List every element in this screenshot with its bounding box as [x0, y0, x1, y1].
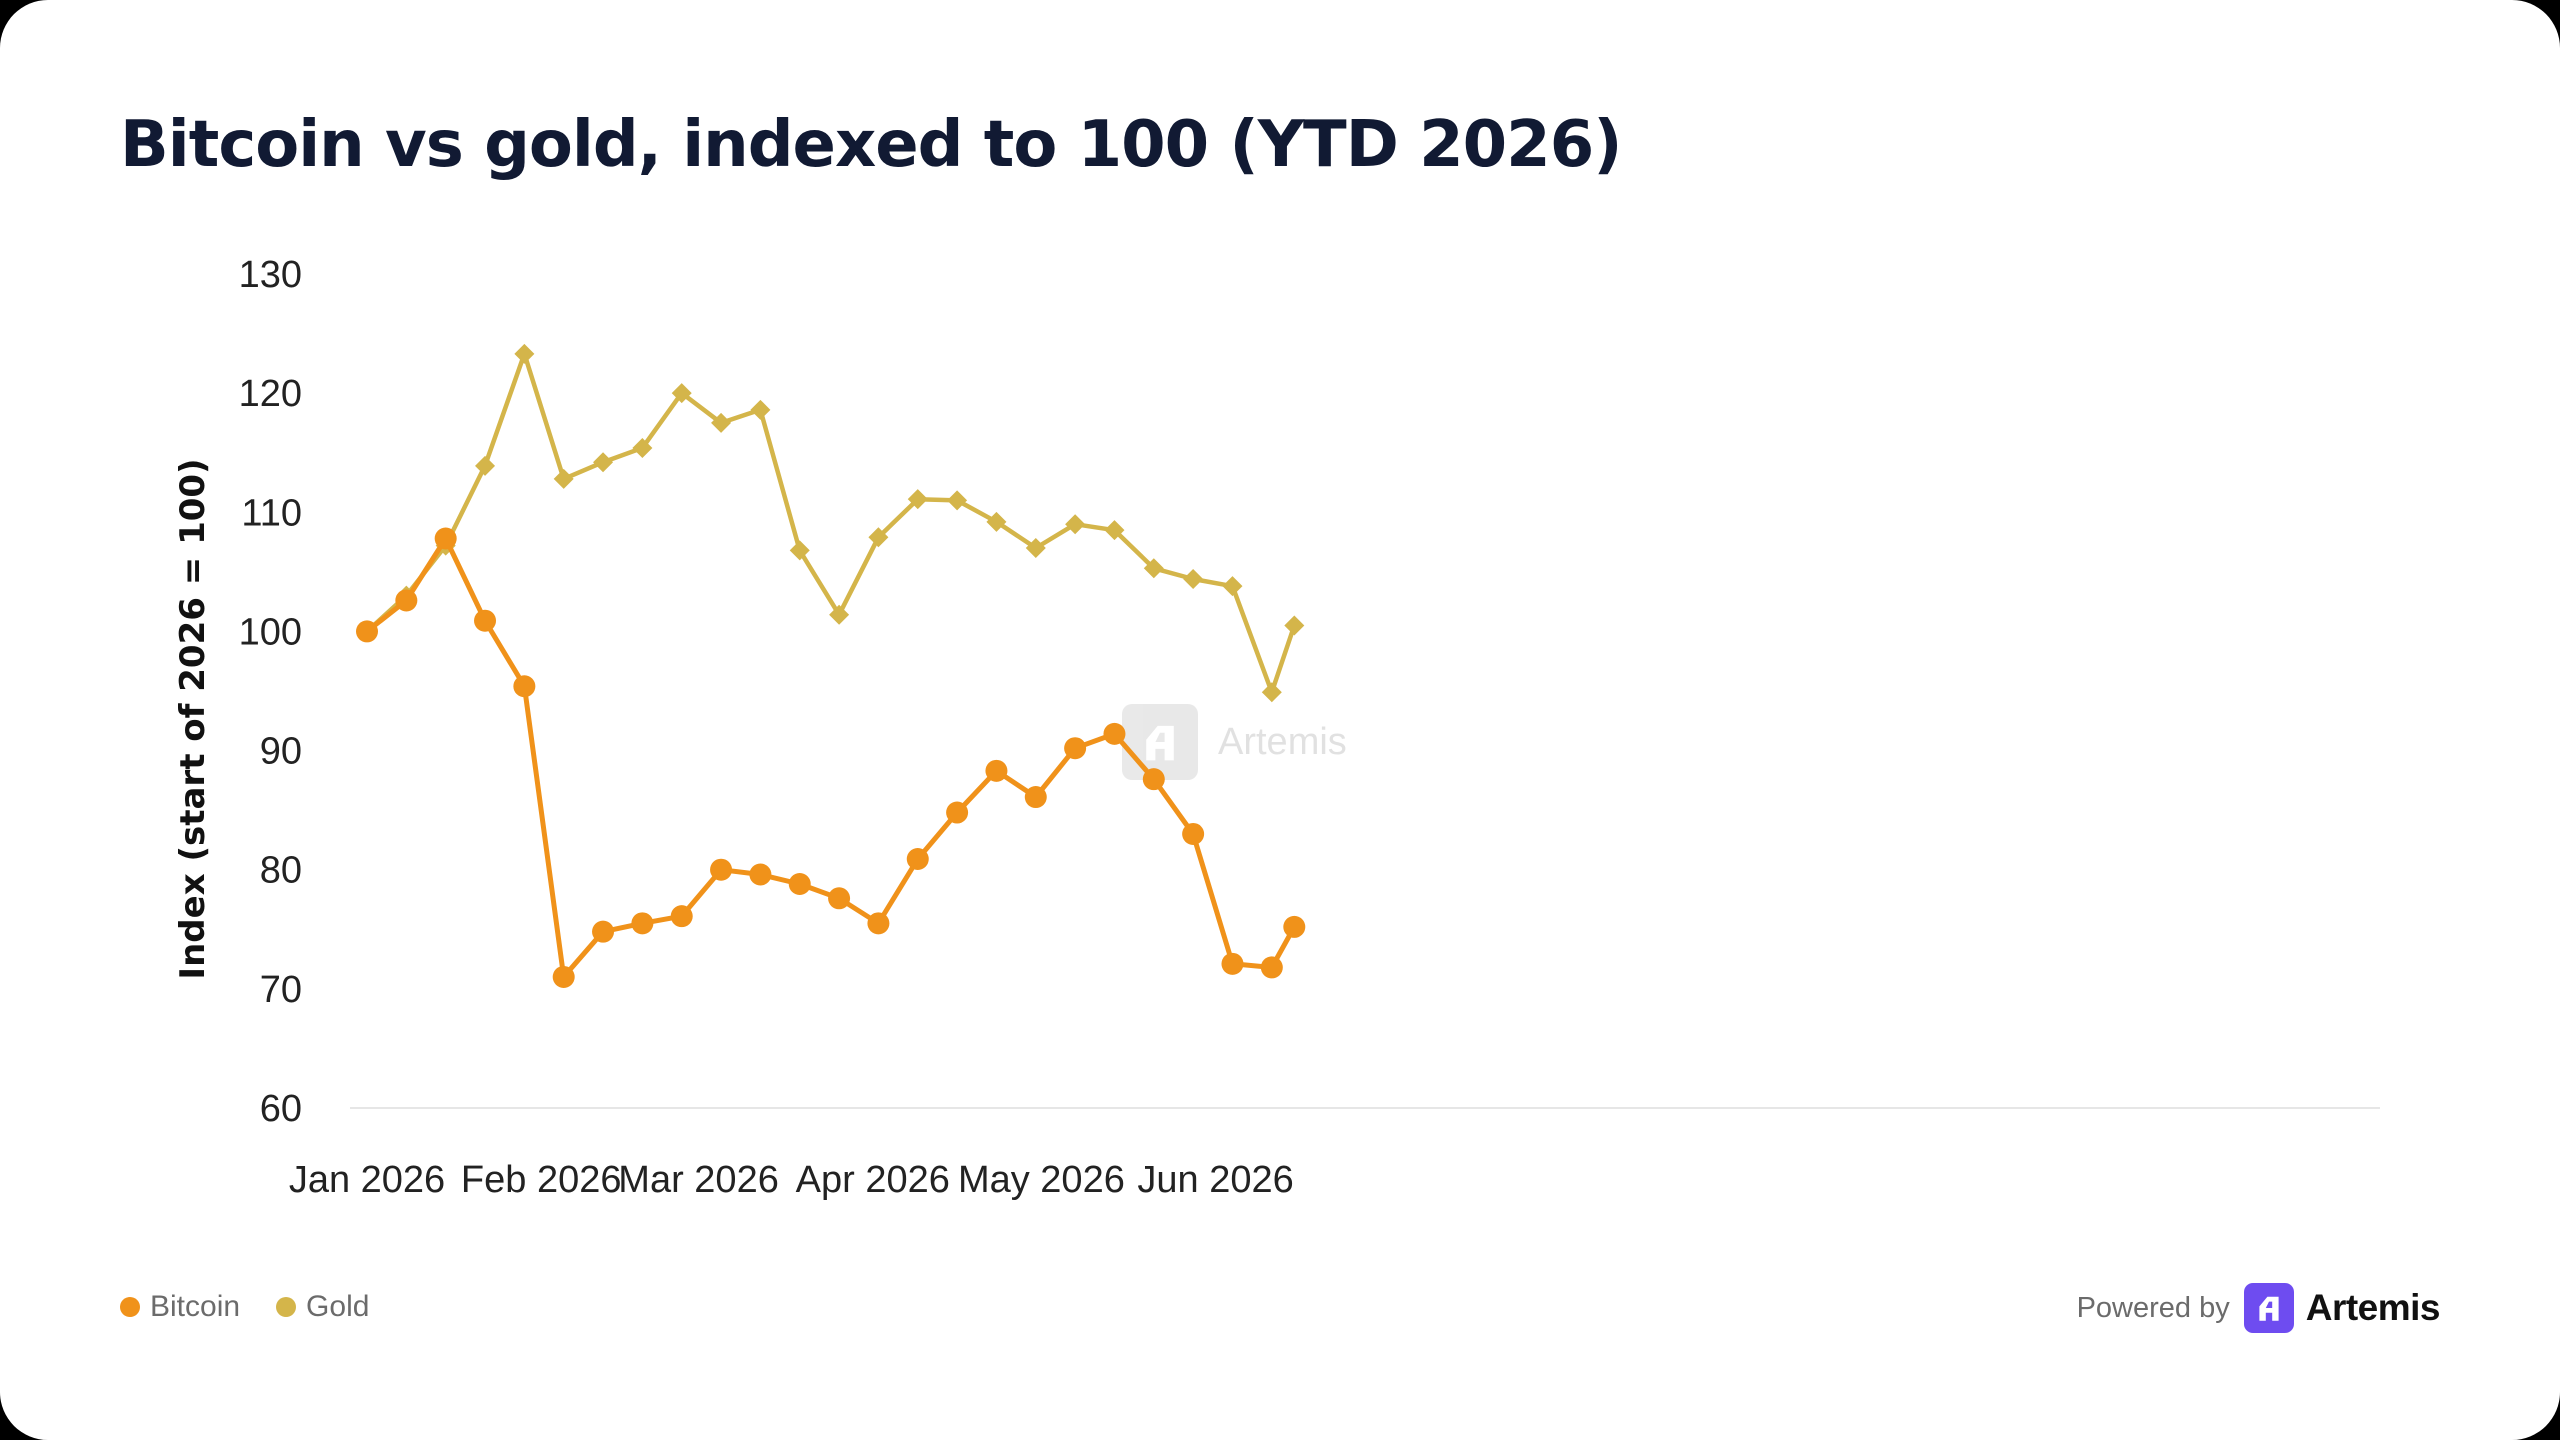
data-point-bitcoin: [985, 759, 1008, 782]
data-point-gold: [986, 511, 1007, 532]
data-point-bitcoin: [1142, 768, 1165, 791]
watermark-text: Artemis: [1218, 720, 1347, 763]
data-point-bitcoin: [788, 873, 811, 896]
data-point-bitcoin: [434, 527, 457, 550]
data-point-gold: [671, 383, 692, 404]
y-tick-label: 130: [239, 254, 302, 296]
y-tick-label: 120: [239, 373, 302, 415]
data-point-gold: [475, 455, 496, 476]
y-tick-label: 90: [260, 731, 302, 773]
y-tick-label: 80: [260, 850, 302, 892]
powered-by[interactable]: Powered by Artemis: [2076, 1283, 2441, 1333]
watermark: Artemis: [1122, 704, 1347, 780]
data-point-gold: [829, 604, 850, 625]
y-tick-label: 100: [239, 611, 302, 653]
data-point-bitcoin: [906, 847, 929, 870]
x-tick-label: May 2026: [958, 1159, 1125, 1201]
data-point-gold: [1065, 514, 1086, 535]
series-line-gold: [364, 351, 1297, 695]
data-point-gold: [1284, 615, 1305, 636]
brand-name: Artemis: [2305, 1287, 2441, 1328]
legend: Bitcoin Gold: [120, 1290, 405, 1324]
x-tick-label: Feb 2026: [461, 1159, 622, 1201]
data-point-bitcoin: [356, 620, 378, 643]
x-tick-label: Apr 2026: [796, 1159, 950, 1201]
y-tick-label: 110: [241, 492, 302, 534]
legend-label-bitcoin: Bitcoin: [150, 1290, 241, 1323]
data-point-bitcoin: [710, 858, 733, 881]
data-point-bitcoin: [670, 905, 693, 928]
legend-swatch-gold: [276, 1297, 297, 1317]
legend-label-gold: Gold: [306, 1290, 370, 1323]
data-point-bitcoin: [1221, 952, 1244, 975]
data-point-gold: [1104, 520, 1125, 541]
data-point-gold: [514, 343, 535, 364]
data-point-bitcoin: [1182, 822, 1205, 845]
data-point-gold: [1261, 682, 1282, 703]
data-point-bitcoin: [552, 965, 575, 988]
data-point-gold: [750, 399, 771, 420]
x-tick-label: Jan 2026: [289, 1159, 445, 1201]
data-point-bitcoin: [749, 863, 772, 886]
x-tick-label: Jun 2026: [1137, 1159, 1293, 1201]
x-tick-label: Mar 2026: [618, 1159, 779, 1201]
data-point-bitcoin: [1024, 786, 1047, 809]
data-point-bitcoin: [395, 589, 418, 612]
data-point-gold: [1143, 558, 1164, 579]
data-point-bitcoin: [513, 675, 536, 698]
legend-swatch-bitcoin: [120, 1297, 140, 1317]
data-point-gold: [593, 452, 614, 473]
watermark-logo-icon: [1122, 704, 1198, 780]
data-point-gold: [947, 490, 968, 511]
data-point-bitcoin: [828, 887, 851, 910]
data-point-bitcoin: [592, 920, 615, 943]
data-point-bitcoin: [1103, 722, 1126, 745]
data-point-gold: [789, 540, 810, 561]
powered-by-text: Powered by: [2076, 1291, 2230, 1324]
legend-item-bitcoin[interactable]: Bitcoin: [120, 1290, 240, 1324]
data-point-bitcoin: [946, 801, 969, 824]
data-point-bitcoin: [631, 912, 654, 935]
y-tick-label: 70: [260, 969, 302, 1011]
data-point-gold: [1222, 576, 1243, 597]
data-point-bitcoin: [1064, 737, 1087, 760]
data-point-bitcoin: [1260, 956, 1283, 979]
data-point-bitcoin: [1283, 915, 1306, 938]
y-axis-label: Index (start of 2026 = 100): [173, 458, 213, 979]
data-point-gold: [1025, 538, 1046, 559]
data-point-gold: [907, 489, 928, 510]
data-point-gold: [1183, 569, 1204, 590]
data-point-bitcoin: [474, 609, 497, 632]
data-point-bitcoin: [867, 912, 890, 935]
artemis-logo-icon: [2243, 1283, 2294, 1333]
data-point-gold: [868, 527, 889, 548]
y-tick-label: 60: [260, 1088, 302, 1130]
data-point-gold: [711, 412, 732, 433]
legend-item-gold[interactable]: Gold: [276, 1290, 369, 1324]
chart-title: Bitcoin vs gold, indexed to 100 (YTD 202…: [120, 108, 1622, 182]
data-point-gold: [553, 468, 574, 489]
data-point-gold: [632, 437, 653, 458]
